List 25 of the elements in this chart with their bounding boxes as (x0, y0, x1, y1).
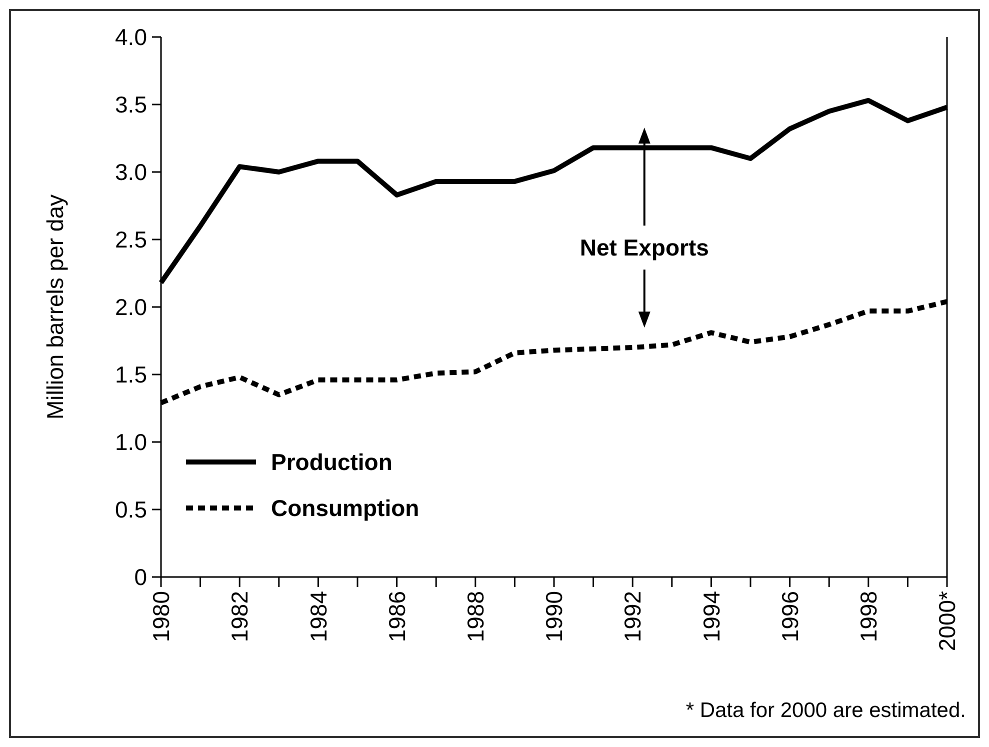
x-tick-label: 1986 (384, 591, 410, 642)
text: * Data for 2000 are estimated. (686, 699, 966, 722)
x-tick-label: 2000* (934, 590, 960, 652)
y-tick-label: 4.0 (115, 24, 147, 50)
y-tick-label: 2.5 (115, 226, 147, 253)
x-tick-label: 1996 (776, 591, 803, 642)
x-tick-label: 1990 (541, 591, 568, 642)
x-tick-label: 1984 (305, 590, 332, 642)
y-tick-label: 1.0 (115, 429, 147, 456)
y-tick-label: 3.5 (115, 92, 147, 118)
y-tick-label: 1.5 (115, 362, 147, 388)
x-tick-label: 1994 (698, 590, 724, 642)
x-tick-label: 1982 (226, 591, 253, 642)
y-axis-title: Million barrels per day (42, 194, 68, 420)
x-tick-label: 1998 (855, 591, 882, 642)
y-tick-label: 2.0 (115, 294, 147, 320)
x-tick-label: 1980 (148, 591, 174, 642)
x-tick-label: 1992 (620, 591, 646, 642)
y-tick-label: 0.5 (115, 496, 147, 523)
x-tick-label: 1988 (462, 591, 488, 642)
legend-label: Production (271, 449, 392, 476)
legend-label: Consumption (271, 495, 420, 522)
y-tick-label: 0 (134, 564, 147, 590)
y-tick-label: 3.0 (115, 159, 147, 186)
annotation: Net Exports (580, 234, 709, 261)
